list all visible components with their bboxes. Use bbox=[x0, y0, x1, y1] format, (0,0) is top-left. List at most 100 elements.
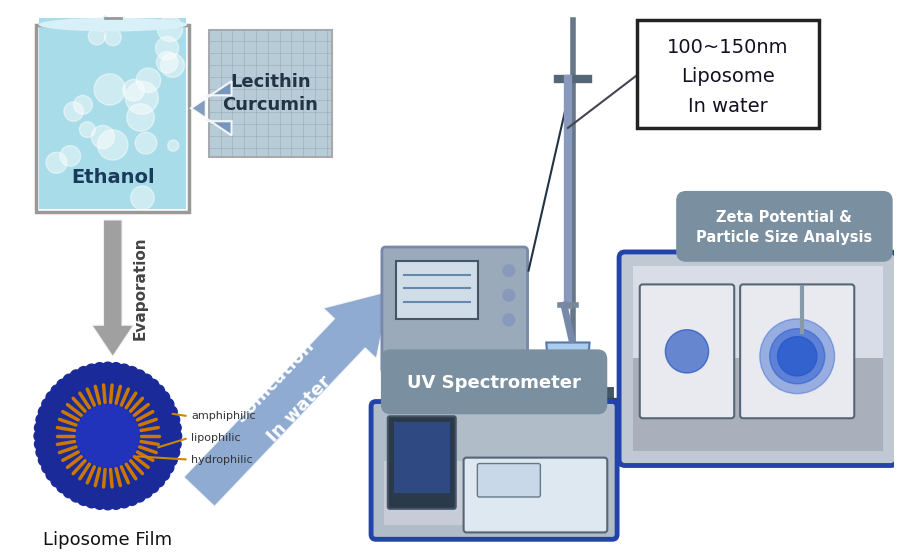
Circle shape bbox=[118, 364, 130, 376]
Circle shape bbox=[34, 438, 46, 450]
Circle shape bbox=[77, 405, 140, 468]
Circle shape bbox=[94, 497, 105, 509]
Circle shape bbox=[102, 498, 114, 510]
Polygon shape bbox=[91, 220, 134, 357]
Circle shape bbox=[157, 52, 177, 73]
Circle shape bbox=[39, 406, 50, 418]
Circle shape bbox=[153, 475, 165, 487]
Circle shape bbox=[131, 186, 154, 210]
Circle shape bbox=[147, 379, 159, 391]
FancyBboxPatch shape bbox=[633, 266, 883, 366]
Text: hydrophilic: hydrophilic bbox=[192, 455, 253, 465]
FancyBboxPatch shape bbox=[382, 247, 528, 373]
Circle shape bbox=[36, 447, 48, 458]
Circle shape bbox=[77, 493, 89, 506]
Ellipse shape bbox=[39, 18, 187, 31]
Circle shape bbox=[46, 152, 67, 173]
Text: Ethanol: Ethanol bbox=[71, 168, 155, 187]
Circle shape bbox=[94, 74, 125, 105]
Circle shape bbox=[46, 469, 58, 480]
Circle shape bbox=[105, 29, 122, 46]
Polygon shape bbox=[551, 364, 586, 390]
Circle shape bbox=[57, 481, 68, 493]
Circle shape bbox=[158, 469, 169, 480]
Text: lipophilic: lipophilic bbox=[192, 433, 241, 443]
Circle shape bbox=[168, 140, 179, 151]
Circle shape bbox=[34, 422, 46, 434]
FancyBboxPatch shape bbox=[676, 191, 893, 262]
Text: In water: In water bbox=[688, 97, 768, 116]
Circle shape bbox=[760, 319, 834, 394]
Circle shape bbox=[168, 414, 179, 426]
Circle shape bbox=[77, 367, 89, 378]
Circle shape bbox=[153, 385, 165, 397]
Text: Sonication: Sonication bbox=[232, 337, 318, 426]
Circle shape bbox=[64, 102, 83, 121]
Circle shape bbox=[110, 363, 122, 374]
Circle shape bbox=[503, 289, 514, 301]
FancyBboxPatch shape bbox=[396, 261, 478, 319]
Circle shape bbox=[133, 490, 145, 502]
FancyBboxPatch shape bbox=[209, 29, 332, 157]
Text: UV Spectrometer: UV Spectrometer bbox=[407, 374, 581, 392]
Text: 100~150nm: 100~150nm bbox=[667, 38, 788, 57]
Circle shape bbox=[118, 496, 130, 508]
Circle shape bbox=[169, 430, 182, 442]
Circle shape bbox=[51, 385, 63, 397]
Circle shape bbox=[166, 454, 177, 466]
Text: Evaporation: Evaporation bbox=[132, 237, 148, 340]
Circle shape bbox=[169, 438, 181, 450]
Circle shape bbox=[503, 265, 514, 277]
Circle shape bbox=[156, 36, 178, 60]
FancyBboxPatch shape bbox=[464, 458, 607, 533]
Circle shape bbox=[51, 475, 63, 487]
Circle shape bbox=[79, 121, 96, 137]
FancyBboxPatch shape bbox=[381, 349, 607, 415]
Circle shape bbox=[70, 370, 82, 382]
Circle shape bbox=[63, 374, 75, 386]
Circle shape bbox=[41, 461, 53, 474]
Circle shape bbox=[91, 125, 114, 148]
Circle shape bbox=[160, 54, 185, 77]
Circle shape bbox=[141, 486, 152, 498]
Circle shape bbox=[57, 379, 68, 391]
FancyBboxPatch shape bbox=[478, 464, 541, 497]
Circle shape bbox=[503, 314, 514, 326]
Circle shape bbox=[94, 363, 105, 374]
Circle shape bbox=[141, 374, 152, 386]
Circle shape bbox=[136, 68, 160, 93]
Text: Curcumin: Curcumin bbox=[223, 96, 318, 114]
Text: Particle Size Analysis: Particle Size Analysis bbox=[696, 230, 872, 245]
Circle shape bbox=[63, 486, 75, 498]
Circle shape bbox=[166, 406, 177, 418]
Circle shape bbox=[158, 17, 183, 41]
Circle shape bbox=[97, 130, 128, 160]
Circle shape bbox=[778, 337, 817, 376]
Text: SONICATOR: SONICATOR bbox=[432, 355, 477, 364]
FancyBboxPatch shape bbox=[640, 284, 734, 418]
Circle shape bbox=[665, 330, 708, 373]
FancyBboxPatch shape bbox=[384, 460, 605, 524]
Circle shape bbox=[158, 391, 169, 404]
FancyBboxPatch shape bbox=[633, 358, 883, 451]
Circle shape bbox=[168, 447, 179, 458]
Circle shape bbox=[96, 19, 107, 31]
Circle shape bbox=[74, 95, 93, 114]
Circle shape bbox=[123, 79, 144, 101]
FancyBboxPatch shape bbox=[40, 18, 187, 209]
FancyBboxPatch shape bbox=[394, 422, 450, 493]
Circle shape bbox=[39, 454, 50, 466]
Circle shape bbox=[86, 364, 97, 376]
Polygon shape bbox=[546, 342, 589, 392]
Circle shape bbox=[70, 490, 82, 502]
Circle shape bbox=[169, 422, 181, 434]
Circle shape bbox=[36, 414, 48, 426]
Circle shape bbox=[133, 370, 145, 382]
Circle shape bbox=[102, 362, 114, 374]
Text: Zeta Potential &: Zeta Potential & bbox=[716, 210, 852, 225]
Circle shape bbox=[135, 132, 157, 154]
FancyBboxPatch shape bbox=[619, 252, 896, 465]
Circle shape bbox=[45, 373, 171, 499]
Circle shape bbox=[162, 461, 174, 474]
Text: amphiphilic: amphiphilic bbox=[192, 411, 256, 421]
